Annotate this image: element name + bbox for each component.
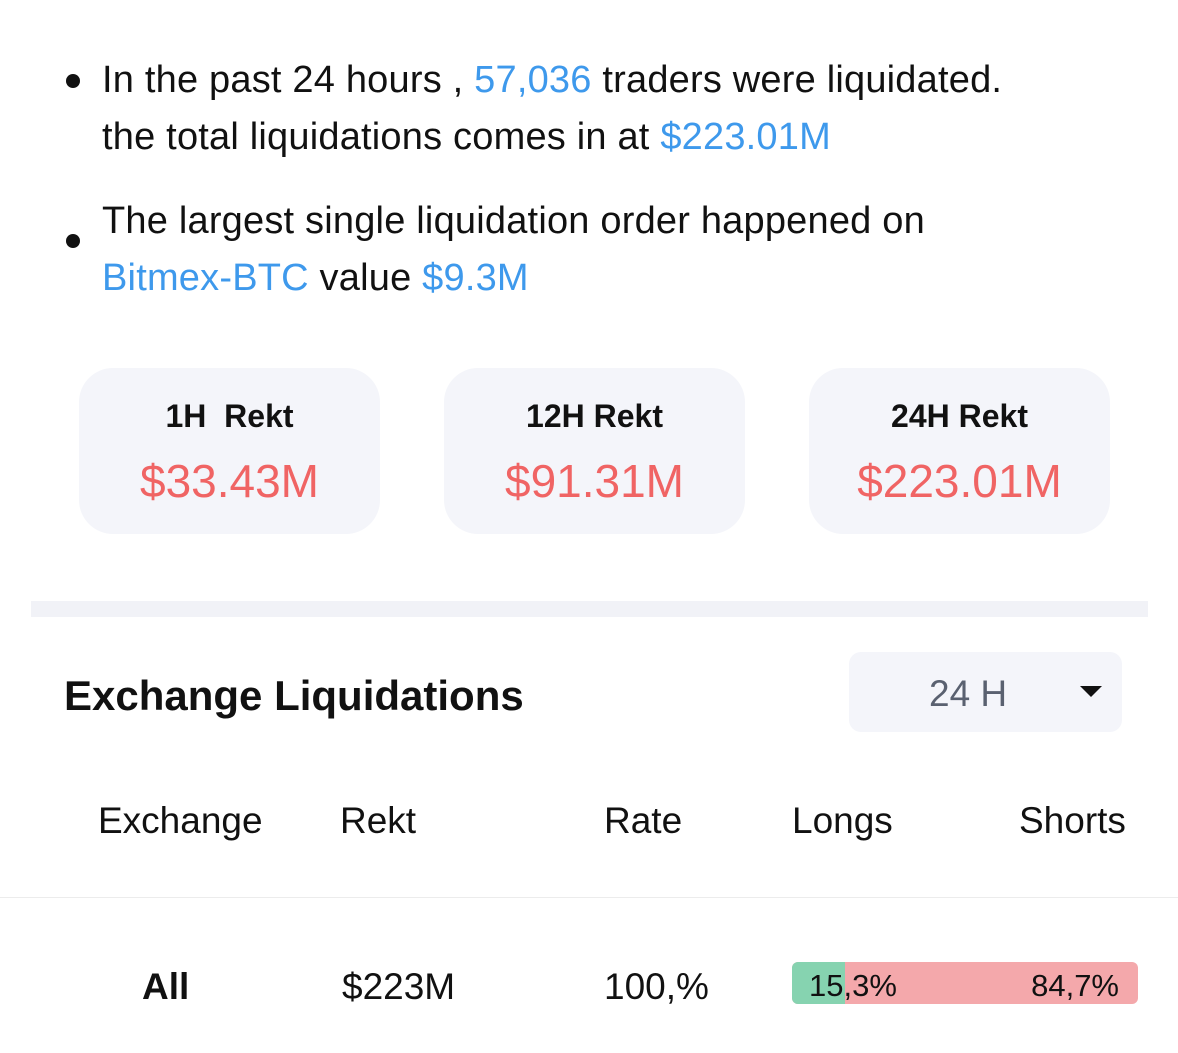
summary-bullet-largest-order: The largest single liquidation order hap… (62, 193, 1152, 307)
bullet-dot-icon (66, 234, 80, 248)
row-rekt: $223M (342, 966, 456, 1007)
rekt-card-value: $91.31M (504, 455, 684, 507)
column-header-exchange: Exchange (98, 800, 263, 841)
column-header-rekt: Rekt (340, 800, 417, 841)
total-liquidations-value: $223.01M (660, 116, 831, 158)
summary-bullet-traders: In the past 24 hours , 57,036 traders we… (62, 52, 1152, 166)
exchange-liquidations-title: Exchange Liquidations (64, 672, 524, 719)
largest-order-value: $9.3M (422, 257, 529, 299)
long-short-ratio-bar: 15,3% 84,7% (792, 962, 1138, 1004)
table-header: Exchange Rekt Rate Longs Shorts (0, 800, 1178, 846)
rekt-card-label: 12H Rekt (526, 398, 663, 434)
column-header-rate: Rate (604, 800, 683, 841)
rekt-card-label: 24H Rekt (891, 398, 1028, 434)
row-rate: 100,% (604, 966, 709, 1007)
traders-count: 57,036 (474, 59, 592, 101)
table-row[interactable]: All $223M 100,% 15,3% 84,7% (0, 962, 1178, 1008)
section-divider (31, 601, 1148, 617)
rekt-card-label: 1H Rekt (165, 398, 294, 434)
bullet-dot-icon (66, 74, 80, 88)
period-dropdown-value: 24 H (929, 673, 1008, 714)
longs-percent: 15,3% (809, 968, 897, 1003)
table-header-divider (0, 897, 1178, 898)
liquidation-summary: In the past 24 hours , 57,036 traders we… (62, 52, 1152, 307)
largest-order-text: The largest single liquidation order hap… (102, 200, 925, 242)
rekt-card-24h: 24H Rekt $223.01M (809, 368, 1110, 534)
summary-line1-prefix: In the past 24 hours , (102, 59, 475, 101)
rekt-card-12h: 12H Rekt $91.31M (444, 368, 745, 534)
largest-order-exchange-link[interactable]: Bitmex-BTC (102, 257, 309, 299)
largest-order-mid-text: value (308, 257, 423, 299)
column-header-shorts: Shorts (1019, 800, 1126, 841)
row-exchange: All (142, 966, 190, 1007)
rekt-card-1h: 1H Rekt $33.43M (79, 368, 380, 534)
shorts-percent: 84,7% (1031, 968, 1119, 1003)
summary-line2-prefix: the total liquidations comes in at (102, 116, 661, 158)
caret-down-icon (1080, 686, 1102, 697)
rekt-cards: 1H Rekt $33.43M 12H Rekt $91.31M 24H Rek… (79, 368, 1110, 534)
period-dropdown[interactable]: 24 H (849, 652, 1122, 732)
rekt-card-value: $33.43M (139, 455, 319, 507)
summary-line1-suffix: traders were liquidated. (591, 59, 1003, 101)
column-header-longs: Longs (792, 800, 893, 841)
rekt-card-value: $223.01M (857, 455, 1062, 507)
longs-fill (792, 962, 845, 1004)
